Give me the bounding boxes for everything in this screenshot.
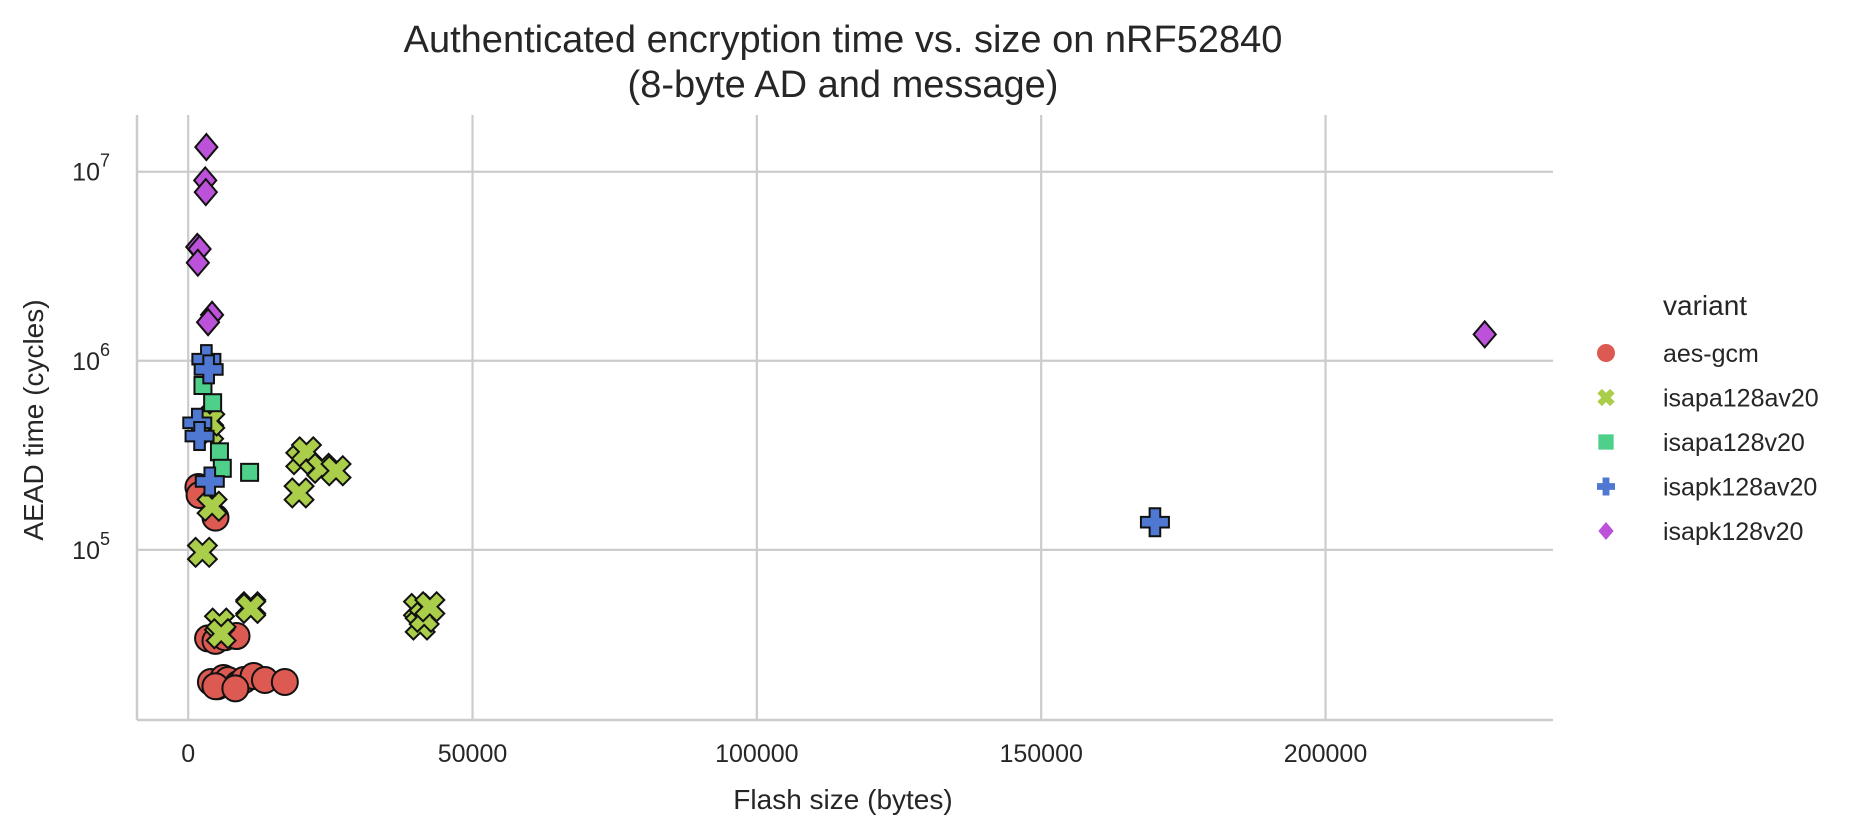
- data-point: [194, 132, 219, 162]
- data-point: [414, 590, 446, 623]
- legend-item: isapk128av20: [1597, 474, 1817, 502]
- data-point: [212, 458, 232, 478]
- x-axis-label: Flash size (bytes): [733, 784, 952, 815]
- chart-subtitle: (8-byte AD and message): [628, 64, 1059, 106]
- data-points: [182, 132, 1498, 703]
- legend-marker: [1597, 477, 1615, 496]
- legend-label: isapk128av20: [1663, 474, 1817, 502]
- series-isapk128v20: [184, 132, 1498, 349]
- data-point: [221, 674, 250, 703]
- legend-item: isapa128av20: [1597, 385, 1819, 413]
- tick-labels: 0 50000 100000 150000 200000 105 106 107: [72, 151, 1367, 768]
- data-point: [1472, 319, 1498, 349]
- legend-label: isapa128v20: [1663, 429, 1805, 457]
- x-tick-label: 50000: [438, 740, 508, 768]
- x-tick-label: 0: [181, 740, 195, 768]
- data-point: [270, 667, 299, 696]
- x-tick-label: 150000: [999, 740, 1082, 768]
- legend-item: aes-gcm: [1597, 340, 1759, 368]
- data-point: [240, 462, 260, 482]
- grid: [137, 115, 1553, 720]
- data-point: [205, 617, 238, 650]
- legend-title: variant: [1663, 290, 1747, 321]
- y-tick-label: 107: [72, 151, 110, 187]
- legend-label: isapa128av20: [1663, 385, 1819, 413]
- legend-item: isapk128v20: [1598, 518, 1803, 546]
- legend-label: isapk128v20: [1663, 518, 1803, 546]
- data-point: [209, 442, 229, 462]
- data-point: [185, 248, 211, 278]
- data-point: [186, 536, 219, 569]
- data-point: [195, 307, 221, 337]
- legend-marker: [1598, 434, 1614, 450]
- data-point: [194, 466, 225, 497]
- series-isapa128av20: [186, 405, 446, 650]
- data-point: [1139, 507, 1170, 538]
- y-axis-label: AEAD time (cycles): [18, 299, 49, 540]
- data-point: [283, 477, 315, 509]
- x-tick-label: 200000: [1284, 740, 1367, 768]
- legend-marker: [1598, 522, 1614, 540]
- data-point: [193, 177, 219, 207]
- data-point: [184, 421, 215, 452]
- x-tick-label: 100000: [715, 740, 798, 768]
- chart-title: Authenticated encryption time vs. size o…: [404, 19, 1283, 61]
- axes: [135, 115, 1553, 722]
- y-tick-label: 106: [72, 340, 110, 376]
- legend-marker: [1597, 388, 1615, 407]
- legend-marker: [1597, 344, 1615, 362]
- data-point: [203, 393, 223, 413]
- legend-label: aes-gcm: [1663, 340, 1759, 368]
- y-tick-label: 105: [72, 529, 110, 565]
- data-point: [193, 354, 224, 385]
- series-isapa128v20: [193, 376, 260, 482]
- data-point: [320, 454, 352, 487]
- series-isapk128av20: [182, 344, 1170, 538]
- legend-item: isapa128v20: [1598, 429, 1805, 457]
- data-point: [234, 592, 267, 625]
- legend: variant aes-gcm isapa128av20 isapa128v20 is…: [1597, 290, 1819, 546]
